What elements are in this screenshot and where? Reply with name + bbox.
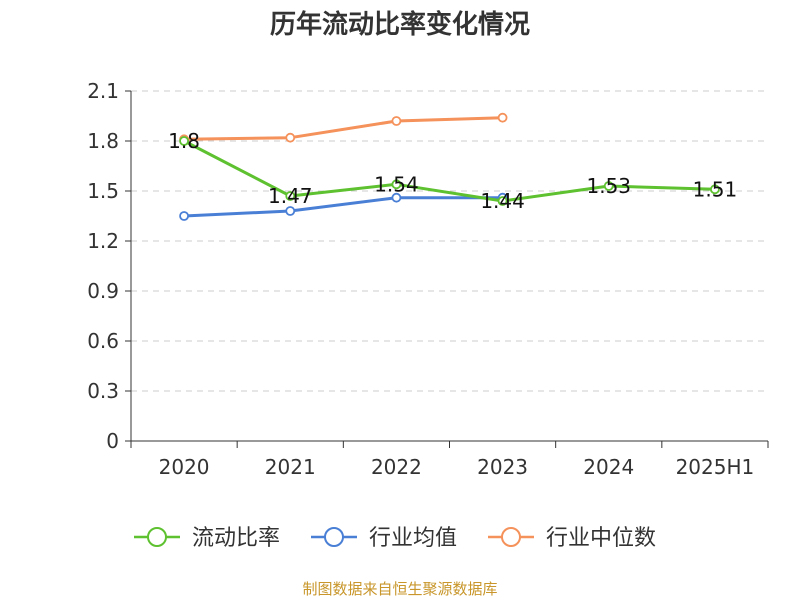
data-label: 1.51 <box>693 177 738 201</box>
data-point-0 <box>497 196 508 206</box>
x-tick-label: 2025H1 <box>676 455 755 479</box>
chart-title: 历年流动比率变化情况 <box>270 9 530 40</box>
data-point-2 <box>497 112 508 123</box>
y-tick-label: 1.5 <box>87 179 119 203</box>
y-tick-label: 1.2 <box>87 229 119 253</box>
legend-label-0: 流动比率 <box>192 526 280 551</box>
data-point-0 <box>179 136 189 146</box>
data-point-2 <box>285 132 296 143</box>
data-label: 1.53 <box>586 174 631 198</box>
data-point-0 <box>391 179 402 190</box>
series-line-1 <box>184 196 503 218</box>
y-tick-label: 0.3 <box>87 379 119 403</box>
data-label: 1.54 <box>374 172 419 196</box>
y-tick-label: 1.8 <box>87 129 119 153</box>
y-tick-label: 2.1 <box>87 79 119 103</box>
y-tick-label: 0 <box>106 429 119 453</box>
x-tick-label: 2021 <box>265 455 316 479</box>
grid-lines <box>131 90 768 392</box>
legend: 流动比率 行业均值 行业中位数 <box>134 526 656 551</box>
x-tick-label: 2022 <box>371 455 422 479</box>
data-point-1 <box>391 192 402 203</box>
legend-label-1: 行业均值 <box>369 526 457 551</box>
data-point-2 <box>391 116 402 126</box>
y-tick-label: 0.6 <box>87 329 119 353</box>
data-point-0 <box>285 191 296 201</box>
y-tick-label: 0.9 <box>87 279 119 303</box>
data-point-1 <box>285 206 296 216</box>
data-point-1 <box>179 211 189 221</box>
legend-marker-0 <box>147 527 167 547</box>
x-tick-label: 2024 <box>583 455 634 479</box>
data-source-note: 制图数据来自恒生聚源数据库 <box>302 580 497 598</box>
axes: 0 0.3 0.6 0.9 1.2 1.5 1.8 2.1 2020 2021 2022 2023 20… <box>87 79 769 479</box>
series-group <box>179 112 720 221</box>
data-label: 1.44 <box>480 189 525 213</box>
data-point-0 <box>603 181 614 191</box>
legend-marker-2 <box>501 527 521 547</box>
data-labels: 1.8 1.47 1.54 1.44 1.53 1.51 <box>168 129 737 213</box>
data-label: 1.8 <box>168 129 200 153</box>
data-label: 1.47 <box>268 184 313 208</box>
series-line-0 <box>183 139 715 203</box>
legend-label-2: 行业中位数 <box>546 526 656 551</box>
data-point-0 <box>710 184 720 195</box>
x-tick-label: 2023 <box>477 455 528 479</box>
series-line-2 <box>184 116 503 141</box>
x-tick-label: 2020 <box>159 455 210 479</box>
legend-marker-1 <box>324 527 344 547</box>
